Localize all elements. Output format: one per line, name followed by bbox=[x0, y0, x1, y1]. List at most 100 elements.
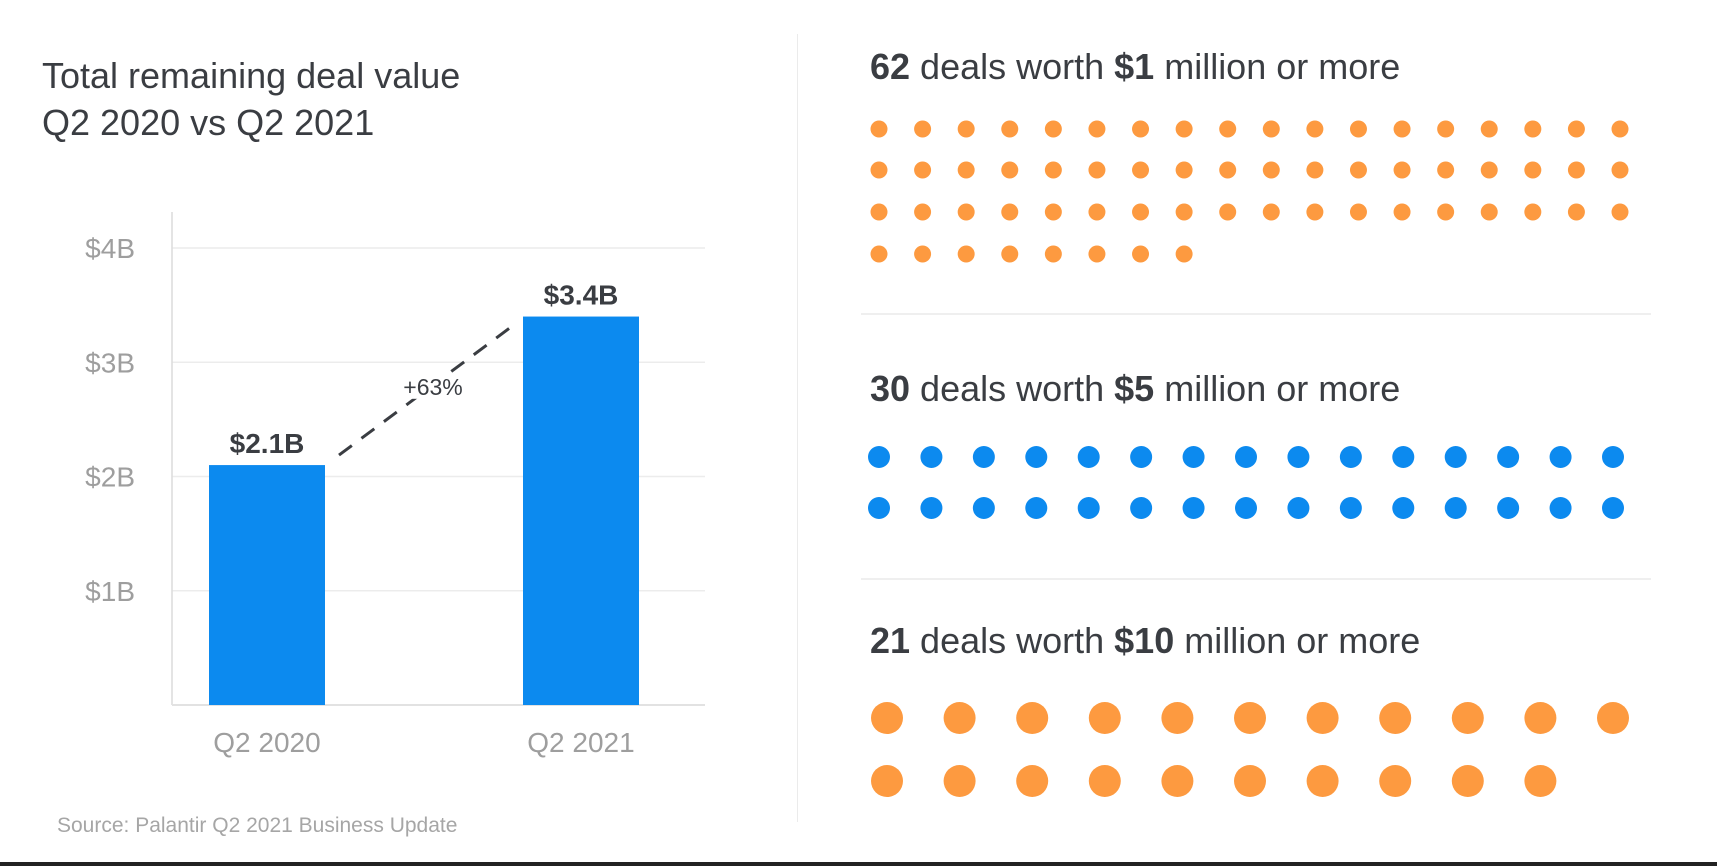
chart-title-line2: Q2 2020 vs Q2 2021 bbox=[42, 102, 375, 143]
deal-dot bbox=[1132, 245, 1150, 263]
deal-dot bbox=[1549, 446, 1572, 468]
deal-dot bbox=[1175, 161, 1193, 179]
deal-dot bbox=[1161, 702, 1194, 734]
deal-dot bbox=[1234, 702, 1266, 734]
deal-dot bbox=[1393, 161, 1411, 179]
deal-dot bbox=[1611, 203, 1629, 221]
deal-dot bbox=[1480, 161, 1498, 179]
deal-dot bbox=[868, 497, 890, 519]
bottom-rule bbox=[0, 862, 1717, 866]
deal-dot bbox=[957, 245, 975, 263]
bar-value-label: $3.4B bbox=[544, 280, 619, 311]
deal-dot bbox=[1567, 120, 1585, 138]
panel-divider bbox=[797, 34, 798, 822]
deal-dot bbox=[1437, 203, 1455, 221]
group-title-10m: 21 deals worth $10 million or more bbox=[870, 620, 1420, 662]
deal-dot bbox=[1306, 120, 1324, 138]
group-threshold: $1 bbox=[1114, 46, 1155, 87]
group-count: 62 bbox=[870, 46, 911, 87]
deal-dot bbox=[1379, 702, 1412, 734]
deal-dot bbox=[1219, 120, 1237, 138]
deal-dot bbox=[1306, 161, 1324, 179]
deal-dot bbox=[868, 446, 890, 468]
deal-dot bbox=[1393, 120, 1411, 138]
deal-dot bbox=[1339, 497, 1362, 519]
y-tick-label: $2B bbox=[85, 462, 135, 493]
deal-dot bbox=[1001, 161, 1019, 179]
deal-dot bbox=[1130, 446, 1153, 468]
deal-dot bbox=[870, 203, 888, 221]
group-threshold: $10 bbox=[1114, 620, 1175, 661]
deal-dot bbox=[1077, 497, 1100, 519]
group-title-1m: 62 deals worth $1 million or more bbox=[870, 46, 1400, 88]
deal-dot bbox=[1235, 497, 1257, 519]
deal-dot bbox=[1392, 446, 1415, 468]
deal-dot bbox=[1497, 497, 1520, 519]
deal-dot bbox=[1088, 120, 1106, 138]
deal-dot bbox=[1306, 765, 1339, 797]
deal-dot bbox=[1044, 120, 1062, 138]
deal-dot bbox=[1044, 245, 1062, 263]
chart-title: Total remaining deal value Q2 2020 vs Q2… bbox=[42, 52, 460, 146]
deal-dot bbox=[870, 120, 888, 138]
y-tick-label: $4B bbox=[85, 233, 135, 264]
deal-dot bbox=[1088, 765, 1121, 797]
deal-dot bbox=[1175, 245, 1193, 263]
bar-chart: $1B $2B $3B $4B $2.1B Q2 2020 $3.4B Q2 2021 +63% bbox=[85, 212, 705, 758]
deal-dot bbox=[1044, 161, 1062, 179]
deal-dot bbox=[870, 245, 888, 263]
deal-dot bbox=[1016, 765, 1049, 797]
deal-dot bbox=[1339, 446, 1362, 468]
group-text: deals worth bbox=[910, 368, 1115, 409]
deal-dot bbox=[1001, 203, 1019, 221]
deal-dot bbox=[914, 245, 932, 263]
deal-dot bbox=[1287, 497, 1310, 519]
deal-dot bbox=[957, 120, 975, 138]
group-text: million or more bbox=[1154, 368, 1401, 409]
deal-dot bbox=[1016, 702, 1049, 734]
deal-dot bbox=[1262, 161, 1280, 179]
deal-dot bbox=[1379, 765, 1412, 797]
deal-dot bbox=[1235, 446, 1257, 468]
deal-dot bbox=[1602, 497, 1624, 519]
deal-dot bbox=[1132, 203, 1150, 221]
bar-value-label: $2.1B bbox=[230, 428, 305, 459]
deal-dot bbox=[1306, 203, 1324, 221]
group-separator-2 bbox=[861, 578, 1651, 580]
deal-dot bbox=[1088, 161, 1106, 179]
deal-dot bbox=[1524, 203, 1542, 221]
group-threshold: $5 bbox=[1114, 368, 1155, 409]
deal-dot bbox=[957, 203, 975, 221]
deal-dot bbox=[1349, 203, 1367, 221]
deal-dot bbox=[1497, 446, 1520, 468]
deal-dot bbox=[972, 497, 995, 519]
deal-dot bbox=[1567, 203, 1585, 221]
group-text: million or more bbox=[1174, 620, 1421, 661]
deal-dot bbox=[1480, 120, 1498, 138]
deal-dot bbox=[870, 161, 888, 179]
change-annotation: +63% bbox=[403, 374, 462, 400]
bar-q2-2020 bbox=[209, 465, 325, 705]
group-title-5m: 30 deals worth $5 million or more bbox=[870, 368, 1400, 410]
group-text: million or more bbox=[1154, 46, 1401, 87]
deal-dot bbox=[1480, 203, 1498, 221]
deal-dot bbox=[1175, 120, 1193, 138]
deal-dot bbox=[920, 446, 943, 468]
deal-dot bbox=[1611, 120, 1629, 138]
deal-dot bbox=[1044, 203, 1062, 221]
deal-dot bbox=[1306, 702, 1339, 734]
deal-dot bbox=[1088, 702, 1121, 734]
deal-dot bbox=[1001, 120, 1019, 138]
deal-dot bbox=[871, 765, 903, 797]
deal-dot bbox=[1349, 120, 1367, 138]
y-tick-label: $3B bbox=[85, 347, 135, 378]
x-tick-label: Q2 2021 bbox=[527, 727, 634, 758]
group-text: deals worth bbox=[910, 620, 1115, 661]
deal-dot bbox=[1088, 245, 1106, 263]
deal-dot bbox=[1597, 702, 1629, 734]
deal-dot bbox=[914, 203, 932, 221]
deal-dot bbox=[1175, 203, 1193, 221]
deal-dot bbox=[1132, 120, 1150, 138]
deal-dot bbox=[1349, 161, 1367, 179]
